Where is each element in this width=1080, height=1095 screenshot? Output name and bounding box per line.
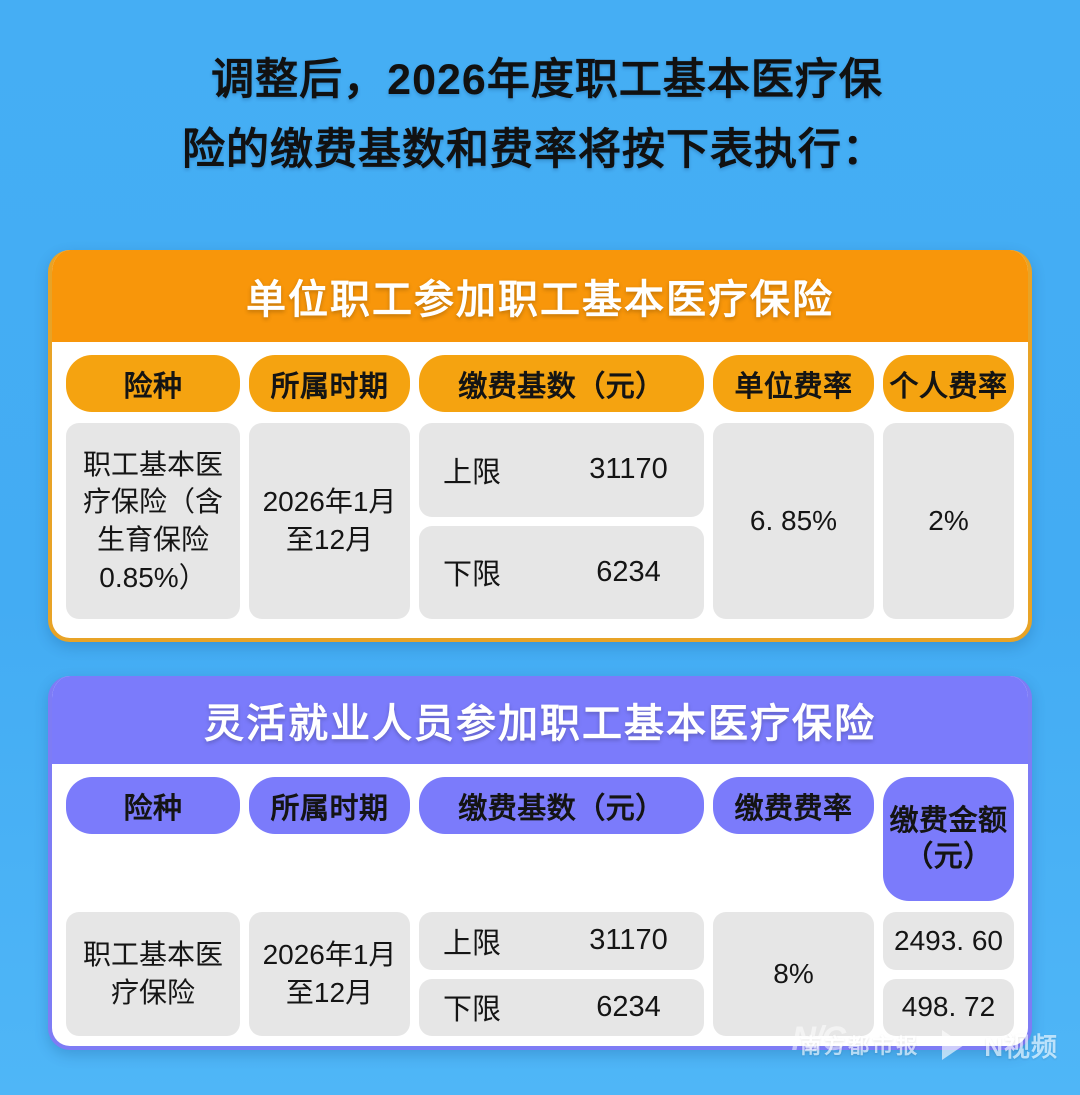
table-flexible-employment: 险种 所属时期 缴费基数（元） 缴费费率 缴费金额 （元） 职工基本医疗保险 2… bbox=[52, 764, 1028, 1036]
base-upper-value: 31170 bbox=[589, 453, 668, 486]
column-header-payment-base: 缴费基数（元） bbox=[419, 777, 704, 834]
cell-payment-rate: 8% bbox=[713, 912, 874, 1036]
column-header-personal-rate: 个人费率 bbox=[883, 355, 1014, 412]
cell-base-lower: 下限 6234 bbox=[419, 978, 704, 1036]
table-row: 职工基本医疗保险（含生育保险0.85%） 2026年1月至12月 上限 3117… bbox=[66, 412, 1014, 619]
column-header-period: 所属时期 bbox=[249, 355, 410, 412]
cell-base-upper: 上限 31170 bbox=[419, 912, 704, 970]
page-title: 调整后，2026年度职工基本医疗保 险的缴费基数和费率将按下表执行： bbox=[0, 0, 1080, 185]
cell-base-lower: 下限 6234 bbox=[419, 525, 704, 619]
base-lower-value: 6234 bbox=[596, 555, 661, 588]
cell-personal-rate: 2% bbox=[883, 423, 1014, 619]
column-header-payment-base: 缴费基数（元） bbox=[419, 355, 704, 412]
payment-amount-label-line-1: 缴费金额 bbox=[889, 804, 1008, 837]
table-card-unit-employee: 单位职工参加职工基本医疗保险 险种 所属时期 缴费基数（元） 单位费率 个人费率… bbox=[48, 250, 1032, 642]
base-lower-label: 下限 bbox=[443, 994, 502, 1027]
table-title-flexible-employment: 灵活就业人员参加职工基本医疗保险 bbox=[52, 676, 1028, 764]
base-upper-label: 上限 bbox=[443, 927, 502, 960]
cell-amount-lower: 498. 72 bbox=[883, 978, 1014, 1036]
table-unit-employee: 险种 所属时期 缴费基数（元） 单位费率 个人费率 职工基本医疗保险（含生育保险… bbox=[52, 342, 1028, 619]
table-card-flexible-employment: 灵活就业人员参加职工基本医疗保险 险种 所属时期 缴费基数（元） 缴费费率 缴费… bbox=[48, 676, 1032, 1050]
table-row: 职工基本医疗保险 2026年1月至12月 上限 31170 下限 6234 8%… bbox=[66, 901, 1014, 1036]
page-title-line-1: 调整后，2026年度职工基本医疗保 bbox=[211, 56, 883, 104]
cell-period: 2026年1月至12月 bbox=[249, 912, 410, 1036]
table-title-unit-employee: 单位职工参加职工基本医疗保险 bbox=[52, 250, 1028, 342]
cell-unit-rate: 6. 85% bbox=[713, 423, 874, 619]
payment-amount-label-line-2: （元） bbox=[904, 841, 993, 873]
column-header-payment-amount: 缴费金额 （元） bbox=[883, 777, 1014, 901]
base-lower-value: 6234 bbox=[596, 990, 661, 1023]
base-upper-label: 上限 bbox=[443, 456, 502, 489]
page-title-line-2: 险的缴费基数和费率将按下表执行： bbox=[182, 125, 886, 174]
column-header-period: 所属时期 bbox=[249, 777, 410, 834]
table-header-row: 险种 所属时期 缴费基数（元） 单位费率 个人费率 bbox=[66, 342, 1014, 412]
table-header-row: 险种 所属时期 缴费基数（元） 缴费费率 缴费金额 （元） bbox=[66, 764, 1014, 901]
column-header-insurance-type: 险种 bbox=[66, 355, 240, 412]
cell-payment-base-group: 上限 31170 下限 6234 bbox=[419, 912, 704, 1036]
base-upper-value: 31170 bbox=[589, 924, 668, 957]
cell-amount-upper: 2493. 60 bbox=[883, 912, 1014, 970]
column-header-unit-rate: 单位费率 bbox=[713, 355, 874, 412]
cell-payment-base-group: 上限 31170 下限 6234 bbox=[419, 423, 704, 619]
column-header-payment-rate: 缴费费率 bbox=[713, 777, 874, 834]
base-lower-label: 下限 bbox=[443, 559, 502, 592]
cell-period: 2026年1月至12月 bbox=[249, 423, 410, 619]
cell-insurance-type: 职工基本医疗保险（含生育保险0.85%） bbox=[66, 423, 240, 619]
column-header-insurance-type: 险种 bbox=[66, 777, 240, 834]
cell-insurance-type: 职工基本医疗保险 bbox=[66, 912, 240, 1036]
cell-base-upper: 上限 31170 bbox=[419, 423, 704, 517]
cell-payment-amount-group: 2493. 60 498. 72 bbox=[883, 912, 1014, 1036]
